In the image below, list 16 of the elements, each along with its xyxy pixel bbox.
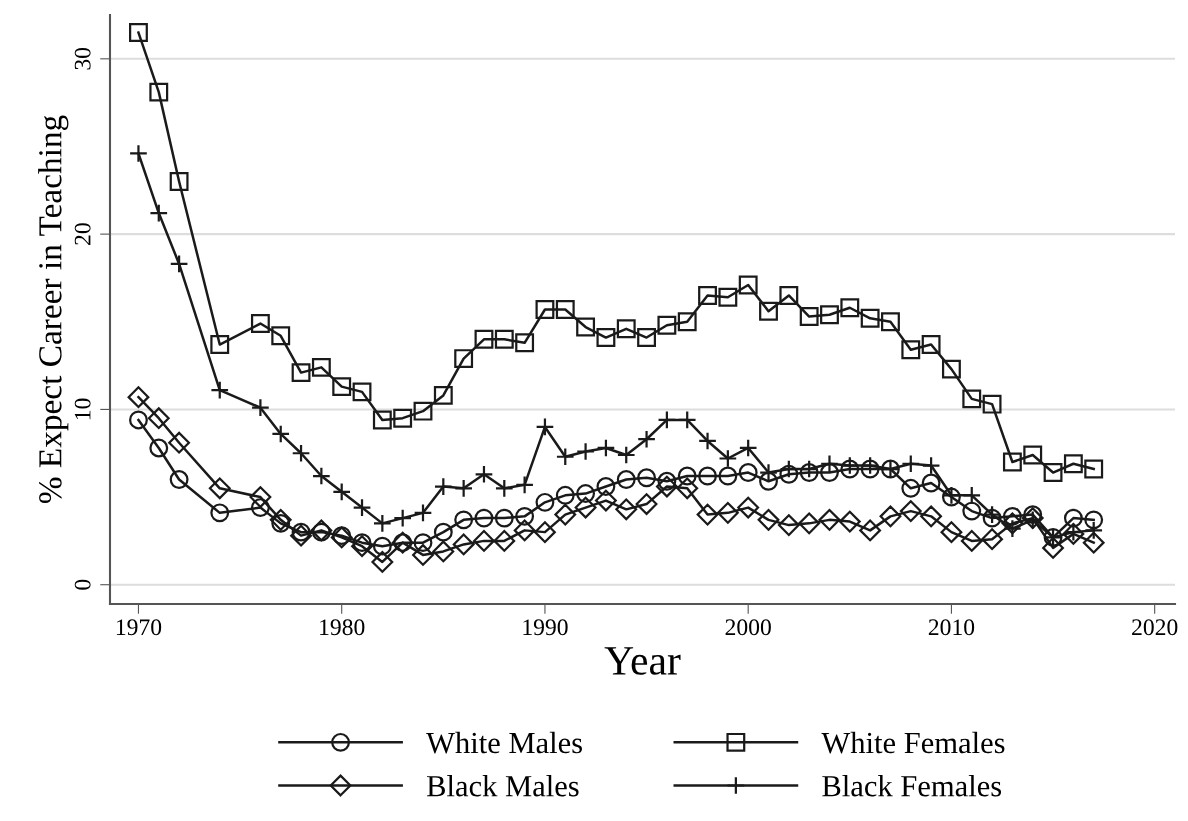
x-tick-label: 2020 <box>1132 619 1178 636</box>
legend-label: Black Females <box>822 774 1002 797</box>
y-tick-label: 20 <box>74 223 91 245</box>
legend-label: White Females <box>821 731 1005 754</box>
x-tick-label: 1970 <box>116 619 162 636</box>
y-axis-title: % Expect Career in Teaching <box>38 115 69 504</box>
x-tick-label: 1980 <box>320 619 365 636</box>
y-tick-label: 10 <box>74 398 91 420</box>
x-tick-label: 1990 <box>523 619 568 636</box>
x-axis-title: Year <box>604 647 681 675</box>
x-tick-label: 2000 <box>725 619 771 636</box>
legend-label: Black Males <box>426 774 579 797</box>
y-tick-label: 0 <box>74 579 91 590</box>
legend-label: White Males <box>426 731 582 754</box>
x-tick-label: 2010 <box>928 619 975 636</box>
y-tick-label: 30 <box>74 47 91 70</box>
